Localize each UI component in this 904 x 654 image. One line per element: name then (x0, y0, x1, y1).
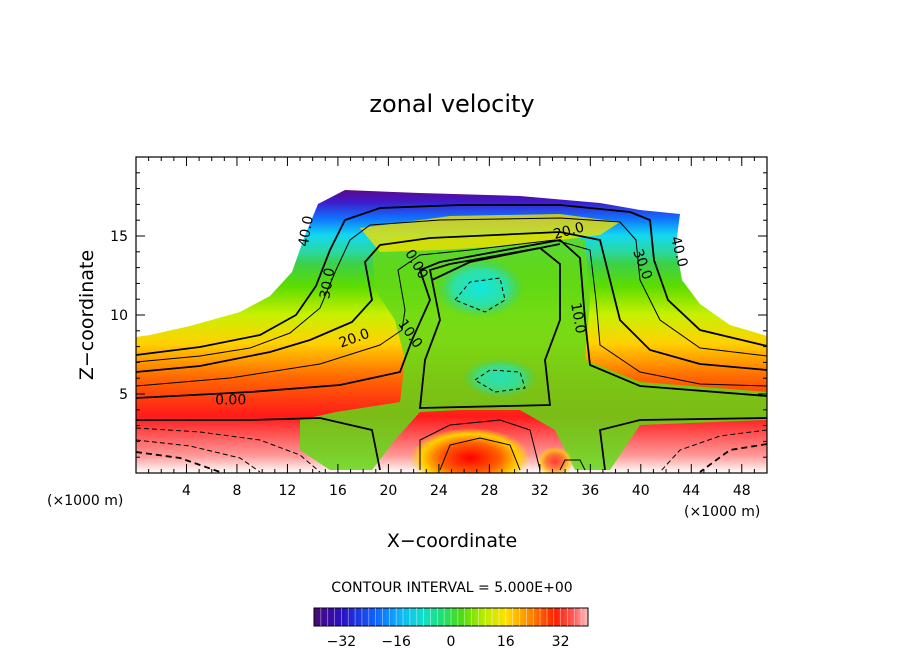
x-tick-label: 20 (379, 483, 397, 499)
x-tick-label: 48 (733, 483, 751, 499)
velocity-field (136, 190, 767, 473)
cyan-upper-spot (435, 258, 525, 318)
colorbar-tick-label: 16 (497, 634, 515, 650)
colorbar-stripes (320, 608, 582, 626)
contour-label: 20.0 (552, 219, 586, 243)
x-tick-label: 4 (182, 483, 191, 499)
green-core (300, 232, 767, 470)
x-tick-label: 16 (329, 483, 347, 499)
x-tick-label: 40 (632, 483, 650, 499)
x-axis-label: X−coordinate (387, 530, 517, 552)
y-axis: 5 10 15 (110, 172, 767, 458)
x-tick-label: 8 (232, 483, 241, 499)
colorbar-tick-label: −16 (381, 634, 411, 650)
contour-label: 0.00 (215, 392, 246, 408)
x-tick-label: 44 (682, 483, 700, 499)
colorbar-tick-label: 32 (552, 634, 570, 650)
y-axis-label: Z−coordinate (76, 250, 98, 380)
colorbar-tick-label: −32 (327, 634, 357, 650)
colorbar-ticks: −32 −16 0 16 32 (327, 634, 570, 650)
y-tick-label: 5 (119, 387, 128, 403)
x-tick-label: 32 (531, 483, 549, 499)
yellow-wedge (360, 214, 620, 252)
cyan-lower-spot (462, 358, 538, 398)
x-tick-label: 28 (480, 483, 498, 499)
colorbar-tick-label: 0 (447, 634, 456, 650)
x-tick-label: 24 (430, 483, 448, 499)
y-tick-label: 15 (110, 229, 128, 245)
contour-interval-note: CONTOUR INTERVAL = 5.000E+00 (331, 580, 572, 596)
x-axis: 4 8 12 16 20 24 28 32 36 40 44 48 (148, 157, 755, 499)
x-tick-label: 36 (581, 483, 599, 499)
x-unit-left: (×1000 m) (47, 493, 123, 509)
warm-bottom-spot (410, 428, 530, 473)
contour-label: 40.0 (667, 235, 691, 269)
contour-label: 30.0 (317, 267, 338, 300)
contour-label: 10.0 (567, 301, 588, 334)
y-tick-label: 10 (110, 308, 128, 324)
chart-title: zonal velocity (369, 90, 534, 118)
contour-label: 40.0 (296, 215, 317, 248)
x-tick-label: 12 (279, 483, 297, 499)
contour-lines (136, 204, 767, 473)
x-unit-right: (×1000 m) (684, 504, 760, 520)
warm-bottom-right-spot (537, 447, 573, 473)
